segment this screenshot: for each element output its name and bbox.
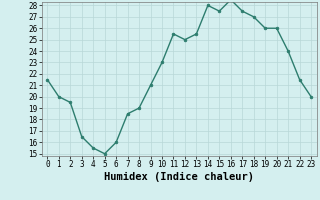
X-axis label: Humidex (Indice chaleur): Humidex (Indice chaleur): [104, 172, 254, 182]
